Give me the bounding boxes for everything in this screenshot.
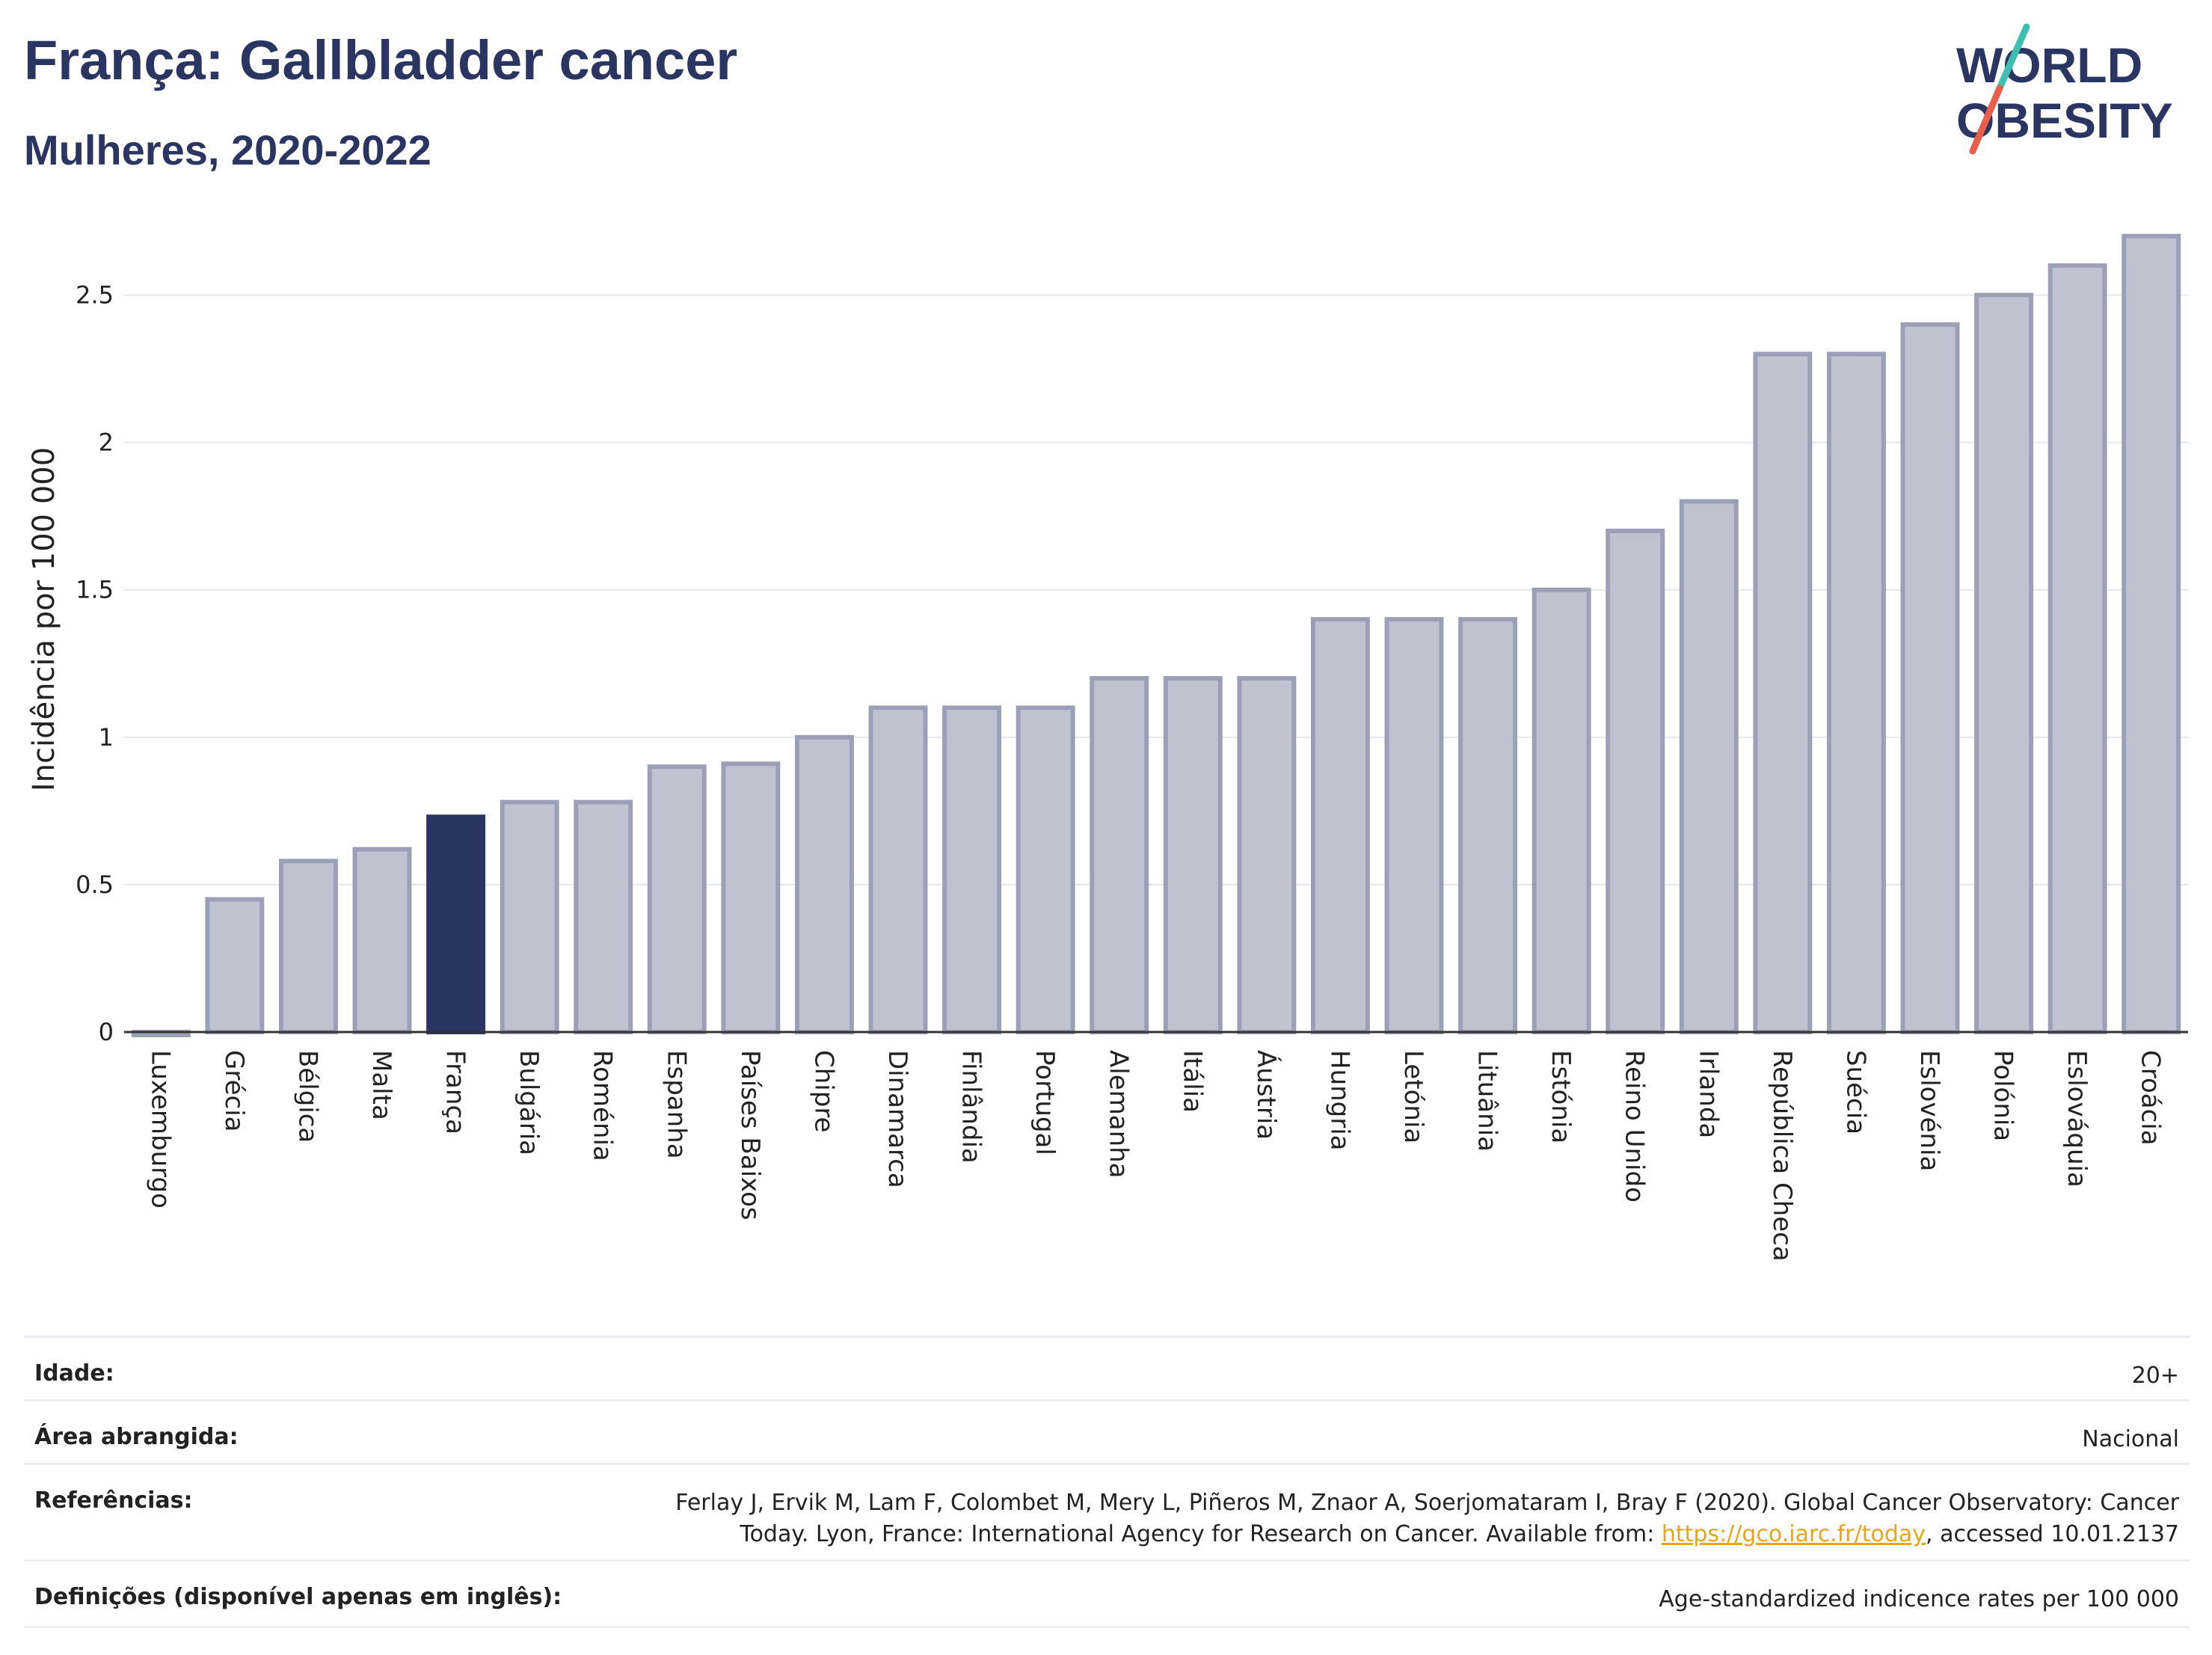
x-tick-label: Finlândia xyxy=(956,1050,986,1164)
x-tick-label: Dinamarca xyxy=(882,1050,912,1188)
x-tick-label: Portugal xyxy=(1030,1050,1060,1155)
meta-row-area: Área abrangida: Nacional xyxy=(24,1399,2190,1465)
meta-area-label: Área abrangida: xyxy=(24,1399,592,1465)
bar-bulgária xyxy=(500,799,559,1035)
logo-slash-red xyxy=(1969,85,2003,155)
x-tick-label: Países Baixos xyxy=(735,1050,765,1220)
x-tick-label: França xyxy=(440,1050,470,1134)
bar-croácia xyxy=(2122,233,2181,1034)
bar-roménia xyxy=(574,799,633,1035)
refs-line1: Ferlay J, Ervik M, Lam F, Colombet M, Me… xyxy=(675,1490,2179,1516)
bar-dinamarca xyxy=(868,705,928,1035)
x-tick-label: Itália xyxy=(1177,1050,1207,1113)
x-tick-label: Espanha xyxy=(661,1050,691,1159)
y-tick-label: 2 xyxy=(99,429,114,457)
meta-area-value: Nacional xyxy=(592,1399,2190,1465)
bar-grécia xyxy=(205,897,265,1034)
bar-frança xyxy=(426,814,486,1035)
meta-row-references: Referências: Ferlay J, Ervik M, Lam F, C… xyxy=(24,1463,2190,1562)
meta-age-value: 20+ xyxy=(592,1336,2190,1401)
meta-row-definitions: Definições (disponível apenas em inglês)… xyxy=(24,1559,2190,1628)
bar-espanha xyxy=(647,764,707,1034)
bar-finlândia xyxy=(942,705,1002,1035)
x-tick-label: Eslovénia xyxy=(1914,1050,1944,1171)
refs-line2-pre: Today. Lyon, France: International Agenc… xyxy=(740,1521,1662,1547)
x-tick-label: Roménia xyxy=(588,1050,618,1161)
meta-defs-label: Definições (disponível apenas em inglês)… xyxy=(24,1559,592,1628)
x-tick-label: Bulgária xyxy=(514,1050,544,1155)
x-tick-label: Eslováquia xyxy=(2062,1050,2092,1188)
x-tick-label: Suécia xyxy=(1840,1050,1870,1134)
bar-letónia xyxy=(1384,617,1444,1034)
bar-itália xyxy=(1163,675,1223,1034)
x-tick-label: Lituânia xyxy=(1472,1050,1502,1152)
y-tick-label: 0 xyxy=(99,1018,114,1046)
y-axis-label: Incidência por 100 000 xyxy=(27,447,61,791)
refs-line2-post: , accessed 10.01.2137 xyxy=(1926,1521,2179,1547)
meta-row-age: Idade: 20+ xyxy=(24,1336,2190,1401)
bar-hungria xyxy=(1310,617,1370,1034)
bar-áustria xyxy=(1237,675,1297,1034)
meta-refs-label: Referências: xyxy=(24,1463,592,1562)
bar-lituânia xyxy=(1458,617,1518,1034)
x-tick-label: Bélgica xyxy=(292,1050,322,1143)
x-tick-label: Chipre xyxy=(808,1050,838,1132)
bar-eslovénia xyxy=(1900,322,1960,1034)
y-tick-label: 0.5 xyxy=(76,871,114,899)
x-tick-label: Alemanha xyxy=(1104,1050,1134,1179)
x-tick-label: Áustria xyxy=(1251,1050,1282,1140)
x-tick-label: Malta xyxy=(366,1050,396,1120)
bar-irlanda xyxy=(1679,499,1739,1034)
world-obesity-logo: WORLD OBESITY xyxy=(1956,23,2173,155)
meta-defs-value: Age-standardized indicence rates per 100… xyxy=(592,1559,2190,1628)
bar-países-baixos xyxy=(721,761,781,1034)
y-tick-label: 1.5 xyxy=(76,576,114,604)
x-tick-label: Polónia xyxy=(1988,1050,2018,1141)
bar-malta xyxy=(352,847,412,1035)
bar-chart: 0 0.5 1 1.5 2 2.5 Luxemburgo Grécia Bélgica Malta… xyxy=(27,233,2188,1262)
meta-refs-value: Ferlay J, Ervik M, Lam F, Colombet M, Me… xyxy=(592,1463,2190,1562)
bar-eslováquia xyxy=(2047,263,2107,1034)
chart-subtitle: Mulheres, 2020-2022 xyxy=(24,126,431,174)
bar-suécia xyxy=(1826,351,1886,1034)
bar-bélgica xyxy=(278,859,338,1034)
bar-estónia xyxy=(1531,587,1591,1034)
refs-link[interactable]: https://gco.iarc.fr/today xyxy=(1661,1521,1926,1547)
bars xyxy=(131,233,2181,1037)
logo-line1: WORLD xyxy=(1956,37,2142,93)
metadata-table: Idade: 20+ Área abrangida: Nacional Refe… xyxy=(24,1336,2190,1628)
bar-portugal xyxy=(1016,705,1075,1035)
bar-república-checa xyxy=(1753,351,1813,1034)
y-tick-label: 2.5 xyxy=(76,281,114,310)
x-tick-label: Estónia xyxy=(1546,1050,1576,1143)
x-tick-label: Grécia xyxy=(219,1050,249,1132)
x-tick-label: Irlanda xyxy=(1693,1050,1723,1138)
meta-age-label: Idade: xyxy=(24,1336,592,1401)
axes: 0 0.5 1 1.5 2 2.5 Luxemburgo Grécia Bélgica Malta… xyxy=(76,281,2188,1262)
x-tick-label: Hungria xyxy=(1324,1050,1354,1151)
y-tick-label: 1 xyxy=(99,723,114,752)
bar-reino-unido xyxy=(1606,528,1665,1034)
x-tick-label: Croácia xyxy=(2136,1050,2166,1146)
x-tick-label: Luxemburgo xyxy=(145,1050,175,1209)
x-tick-label: República Checa xyxy=(1767,1050,1797,1262)
x-tick-label: Letónia xyxy=(1398,1050,1428,1143)
x-tick-label: Reino Unido xyxy=(1620,1050,1650,1203)
chart-title: França: Gallbladder cancer xyxy=(24,29,738,91)
bar-chipre xyxy=(794,734,854,1034)
bar-polónia xyxy=(1974,292,2034,1034)
bar-alemanha xyxy=(1090,675,1149,1034)
logo-slash-teal xyxy=(1996,23,2030,92)
